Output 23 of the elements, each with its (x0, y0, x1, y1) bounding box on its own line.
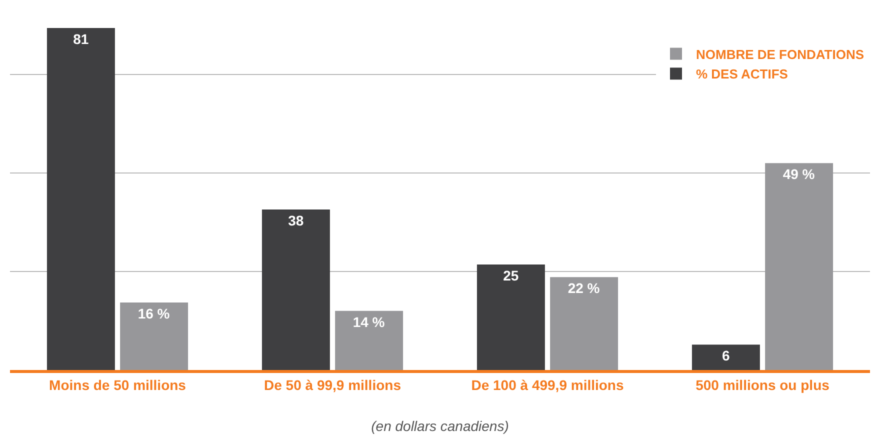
bar (476, 264, 545, 370)
data-label: 38 (288, 212, 304, 229)
bar (120, 302, 188, 370)
x-axis-title: (en dollars canadiens) (371, 418, 509, 434)
x-tick-label: Moins de 50 millions (49, 376, 186, 393)
data-label: 14 % (352, 314, 386, 330)
x-tick-label: De 100 à 499,9 millions (471, 376, 624, 393)
data-label: 49 % (782, 166, 816, 182)
data-label: 81 (73, 31, 89, 47)
x-tick-label: 500 millions ou plus (696, 376, 830, 393)
bar (692, 344, 760, 370)
bar (550, 277, 618, 370)
bar (335, 310, 404, 370)
legend-label: % DES ACTIFS (696, 66, 788, 82)
data-label: 6 (722, 348, 730, 364)
data-label: 16 % (138, 305, 170, 322)
legend-label: NOMBRE DE FONDATIONS (696, 46, 864, 62)
bar (46, 28, 115, 370)
bar (262, 210, 330, 370)
x-tick-label: De 50 à 99,9 millions (264, 376, 402, 393)
data-label: 25 (503, 267, 519, 284)
data-label: 22 % (568, 280, 600, 296)
bar (765, 163, 834, 370)
